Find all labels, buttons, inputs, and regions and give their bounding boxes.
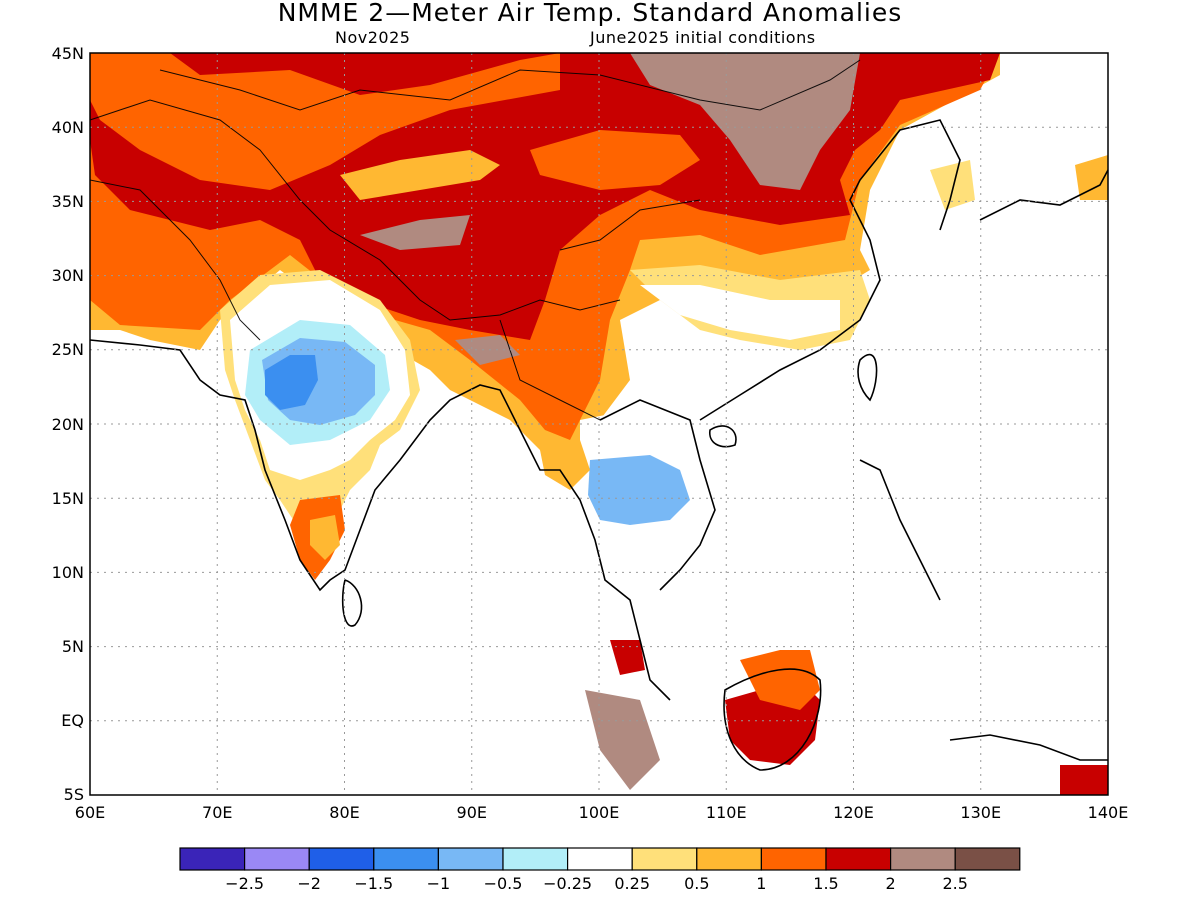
colorbar-swatch <box>502 847 569 871</box>
colorbar-swatch <box>760 847 827 871</box>
coastlines <box>89 119 1109 771</box>
colorbar-swatch <box>373 847 439 871</box>
colorbar-swatch <box>631 847 698 871</box>
lat-label: 15N <box>52 489 84 508</box>
colorbar-swatch <box>825 847 892 871</box>
colorbar-swatch <box>308 847 375 871</box>
lon-label: 90E <box>457 803 487 822</box>
colorbar-label: 1.5 <box>813 874 838 893</box>
lat-label: 45N <box>52 44 84 63</box>
forecast-month: Nov2025 <box>335 28 411 47</box>
colorbar-swatch <box>889 847 956 871</box>
map-title: NMME 2—Meter Air Temp. Standard Anomalie… <box>277 0 903 27</box>
colorbar-swatch <box>244 847 310 871</box>
colorbar-swatch <box>437 847 504 871</box>
lon-axis: 60E 70E 80E 90E 100E 110E 120E 130E 140E <box>75 803 1129 822</box>
colorbar-label: 2.5 <box>942 874 967 893</box>
lat-label: 40N <box>52 118 84 137</box>
map-frame <box>89 52 1109 796</box>
colorbar-label: 1 <box>756 874 766 893</box>
colorbar: −2.5 −2 −1.5 −1 −0.5 −0.25 0.25 0.5 1 1.5 2 2.5 <box>179 847 1021 893</box>
lat-label: 5S <box>64 785 84 804</box>
colorbar-swatch <box>566 847 633 871</box>
borders <box>89 59 861 421</box>
colorbar-swatch <box>696 847 762 871</box>
gridlines <box>90 53 1108 795</box>
colorbar-label: −2.5 <box>225 874 264 893</box>
lon-label: 110E <box>706 803 747 822</box>
lat-label: 10N <box>52 563 84 582</box>
lat-label: 35N <box>52 192 84 211</box>
initial-conditions: June2025 initial conditions <box>590 28 816 47</box>
lat-label: 25N <box>52 340 84 359</box>
colorbar-label: −1 <box>427 874 451 893</box>
lon-label: 140E <box>1088 803 1129 822</box>
lat-label: 30N <box>52 266 84 285</box>
colorbar-swatch <box>954 847 1021 871</box>
colorbar-label: 2 <box>886 874 896 893</box>
lon-label: 120E <box>833 803 874 822</box>
lon-label: 80E <box>329 803 359 822</box>
lon-label: 70E <box>202 803 232 822</box>
colorbar-label: 0.5 <box>684 874 709 893</box>
colorbar-label: −0.25 <box>543 874 592 893</box>
lat-axis: 45N 40N 35N 30N 25N 20N 15N 10N 5N EQ 5S <box>52 44 84 804</box>
colorbar-label: −0.5 <box>484 874 523 893</box>
lon-label: 130E <box>960 803 1001 822</box>
lon-label: 60E <box>75 803 105 822</box>
colorbar-swatch <box>179 847 246 871</box>
colorbar-label: −1.5 <box>354 874 393 893</box>
colorbar-label: 0.25 <box>614 874 650 893</box>
lat-label: 5N <box>62 637 84 656</box>
lat-label: EQ <box>61 711 84 730</box>
colorbar-label: −2 <box>297 874 321 893</box>
lat-label: 20N <box>52 415 84 434</box>
lon-label: 100E <box>579 803 620 822</box>
